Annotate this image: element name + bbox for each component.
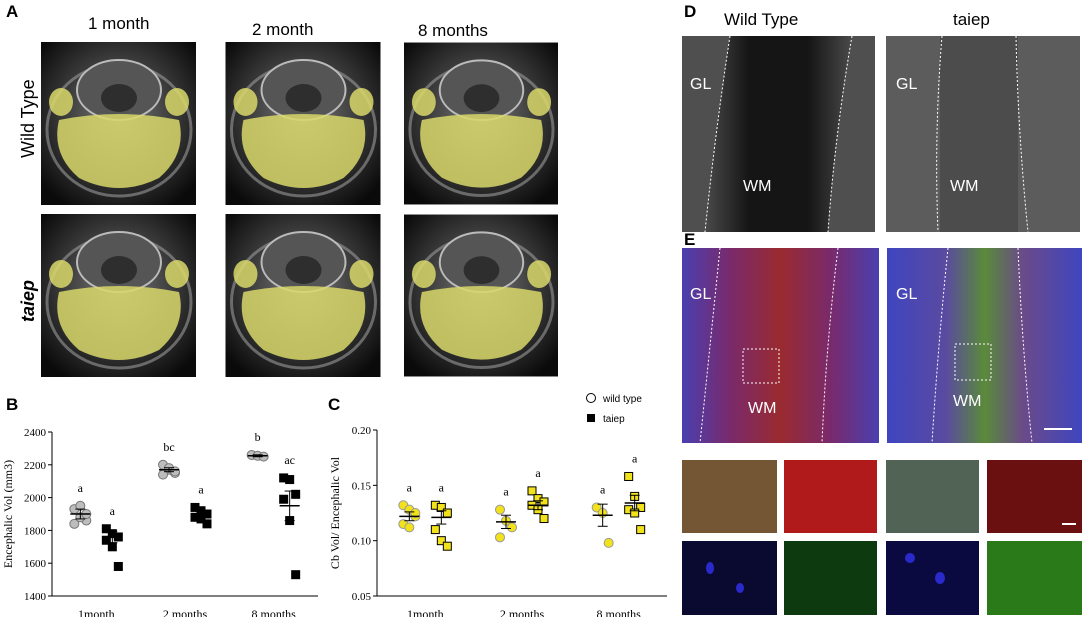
significance-letter: bc [163,440,174,454]
data-point-wild-type [507,522,517,533]
y-tick-label: 2400 [24,427,47,439]
data-point-taiep [291,489,301,499]
y-tick-label: 0.10 [352,536,372,548]
mri-taiep-1month [41,214,196,377]
legend-marker-wild-type [586,393,596,403]
data-point-taiep [101,524,111,534]
significance-letter: a [503,485,509,499]
histology-d-images [682,35,1080,233]
significance-letter: a [439,480,445,494]
x-tick-label: 2 months [163,607,208,617]
x-tick-label: 8 months [251,607,296,617]
histology-d-taiep [886,35,1080,233]
f-blue-taiep [886,541,979,615]
data-point-taiep [113,561,123,571]
y-tick-label: 2200 [24,460,47,472]
significance-letter: a [78,481,84,495]
y-axis-label: Cb Vol/ Encephalic Vol [328,456,342,569]
chart-cb-ratio: 0.05 0.10 0.15 0.20 Cb Vol/ Encephalic Vol 1m… [328,393,667,617]
e-taiep-gl-label: GL [896,286,918,303]
f-green-taiep [987,541,1082,615]
f-red-wt [784,460,877,533]
data-point-taiep [279,494,289,504]
data-point-taiep [442,541,452,551]
x-tick-label: 8 months [596,607,641,617]
f-green-wt [784,541,877,615]
y-tick-label: 0.05 [352,591,372,603]
data-point-taiep [436,536,446,546]
data-point-taiep [430,525,440,535]
f-merge-wt [682,460,777,533]
significance-letter: a [198,482,204,496]
col-header-2-month: 2 month [252,20,314,39]
d-taiep-gl-label: GL [896,76,918,93]
histology-e-wild-type [682,247,879,444]
y-tick-label: 1800 [24,525,47,537]
histology-e-images [682,247,1082,444]
x-tick-label: 2 months [500,607,545,617]
col-header-8-months: 8 months [418,21,488,40]
data-point-wild-type [404,522,415,533]
y-axis-label: Encephalic Vol (mm3) [1,460,15,568]
significance-letter: a [535,466,541,480]
data-point-wild-type [410,508,421,518]
legend-marker-taiep [587,414,595,422]
significance-letter: b [255,430,261,444]
e-wt-wm-label: WM [748,400,777,417]
significance-letter: a [110,504,116,518]
data-point-taiep [527,486,537,496]
mri-wt-8months [404,42,558,205]
f-blue-wt [682,541,777,615]
mri-image-grid [41,42,558,377]
mri-wt-2month [223,42,383,205]
data-point-taiep [539,514,549,524]
data-point-wild-type [69,518,80,529]
y-tick-label: 0.20 [352,425,372,437]
panel-label-d: D [684,2,697,21]
data-point-wild-type [603,537,614,548]
legend-label-wild-type: wild type [602,394,642,405]
y-tick-label: 1400 [24,591,47,603]
y-tick-label: 0.15 [352,480,372,492]
f-red-taiep [987,460,1082,533]
e-wt-gl-label: GL [690,286,712,303]
col-header-1-month: 1 month [88,14,150,33]
d-header-taiep: taiep [953,10,990,29]
panel-label-b: B [6,395,19,414]
d-wt-wm-label: WM [743,178,772,195]
histology-d-wild-type [682,35,875,233]
f-merge-taiep [886,460,979,533]
y-tick-label: 1600 [24,558,47,570]
histology-e-taiep [887,247,1082,444]
mri-taiep-8months [404,214,558,377]
mri-wt-1month [41,42,196,205]
significance-letter: ac [284,453,295,467]
x-tick-label: 1month [78,607,115,617]
data-point-taiep [636,525,646,535]
significance-letter: a [632,451,638,465]
panel-label-a: A [6,2,19,21]
panel-label-e: E [684,230,696,249]
histology-f-grid [682,460,1082,615]
data-point-taiep [107,542,117,552]
data-point-wild-type [495,532,505,543]
data-point-taiep [624,471,634,481]
data-point-taiep [291,570,301,580]
d-taiep-wm-label: WM [950,178,979,195]
data-point-wild-type [495,504,505,515]
chart-encephalic-volume: 1400 1600 1800 2000 2200 2400 Encephalic Vol (… [1,427,318,617]
significance-letter: a [600,482,606,496]
d-header-wild-type: Wild Type [724,10,799,29]
legend-label-taiep: taiep [603,414,625,425]
data-point-taiep [285,475,295,485]
y-tick-label: 2000 [24,493,47,505]
x-tick-label: 1month [407,607,444,617]
d-wt-gl-label: GL [690,76,712,93]
data-point-taiep [202,519,212,529]
significance-letter: a [407,480,413,494]
e-taiep-wm-label: WM [953,393,982,410]
data-point-taiep [442,508,452,518]
panel-label-c: C [328,395,341,414]
mri-taiep-2month [223,214,383,377]
